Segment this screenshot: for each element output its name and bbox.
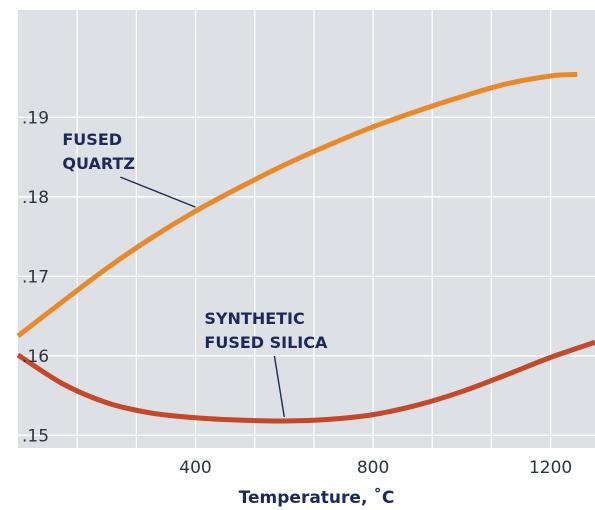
series-lines — [16, 71, 595, 424]
y-tick-label: .15 — [22, 426, 49, 446]
series-line-0 — [16, 71, 578, 338]
annotation-label: SYNTHETIC — [204, 309, 304, 328]
plot-background — [18, 10, 595, 448]
annotation-label: QUARTZ — [62, 154, 135, 173]
annotation-label: FUSED — [62, 130, 122, 149]
annotation-leader — [273, 355, 285, 418]
y-tick-label: .18 — [22, 188, 49, 208]
annotation-leader — [120, 176, 196, 208]
y-tick-label: .19 — [22, 108, 49, 128]
series-line-1 — [16, 339, 595, 424]
x-axis-label: Temperature, ˚C — [239, 486, 395, 508]
x-tick-label: 800 — [357, 458, 389, 478]
x-tick-label: 1200 — [529, 458, 572, 478]
horizontal-gridlines — [18, 116, 595, 436]
y-tick-label: .17 — [22, 267, 49, 287]
x-tick-labels: 400 800 1200 — [179, 458, 572, 478]
vertical-gridlines — [76, 10, 552, 448]
y-tick-labels: .15 .16 .17 .18 .19 — [22, 108, 49, 446]
annotation-label: FUSED SILICA — [204, 333, 328, 352]
annotations: FUSED QUARTZ SYNTHETIC FUSED SILICA — [62, 130, 328, 418]
y-tick-label: .16 — [22, 347, 49, 367]
x-tick-label: 400 — [179, 458, 211, 478]
